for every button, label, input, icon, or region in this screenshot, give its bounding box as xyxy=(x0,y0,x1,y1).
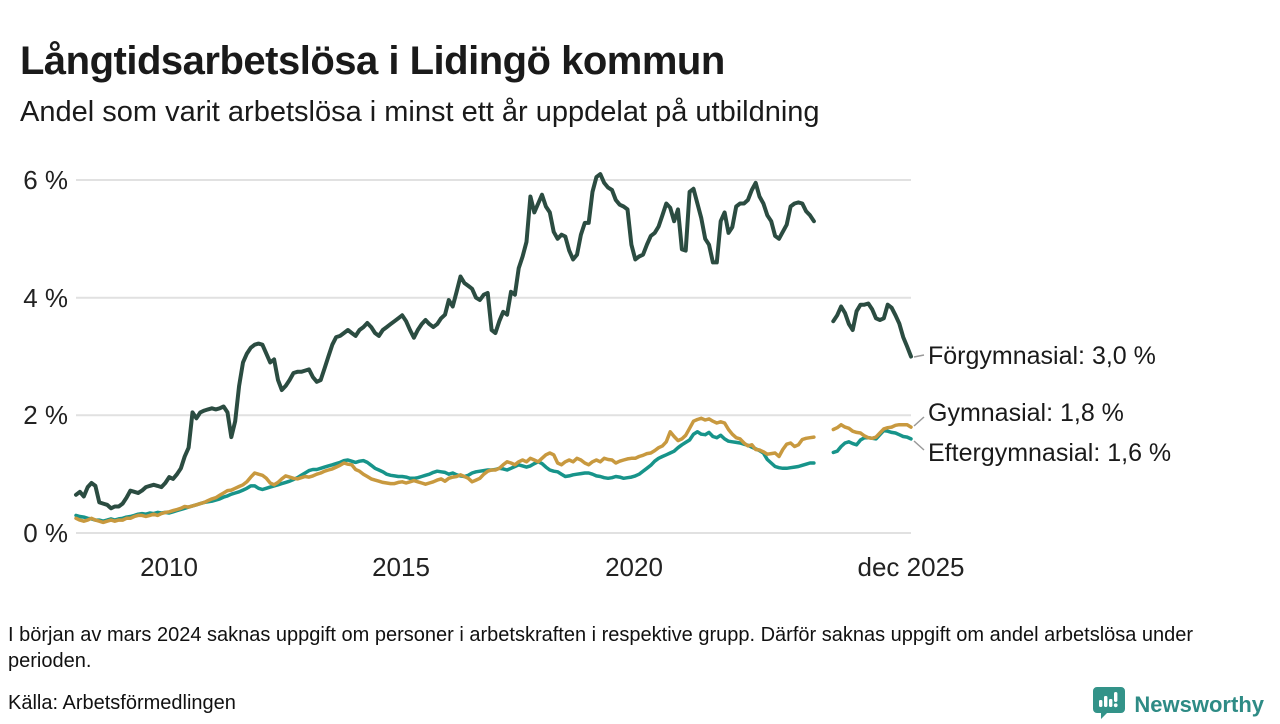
footnote: I början av mars 2024 saknas uppgift om … xyxy=(8,624,1194,672)
page-title: Långtidsarbetslösa i Lidingö kommun xyxy=(20,38,725,83)
y-tick-2: 2 % xyxy=(23,400,68,430)
end-label-forgymnasial: Förgymnasial: 3,0 % xyxy=(928,342,1156,370)
x-tick-2010: 2010 xyxy=(140,552,198,582)
source-line: Källa: Arbetsförmedlingen xyxy=(8,692,236,714)
y-tick-4: 4 % xyxy=(23,283,68,313)
gridlines xyxy=(76,179,911,534)
x-tick-2020: 2020 xyxy=(605,552,663,582)
end-label-gymnasial: Gymnasial: 1,8 % xyxy=(928,399,1124,427)
page-subtitle: Andel som varit arbetslösa i minst ett å… xyxy=(20,96,820,128)
label-connectors xyxy=(913,354,925,451)
series-layer xyxy=(74,172,913,525)
x-tick-2015: 2015 xyxy=(372,552,430,582)
end-label-eftergymnasial: Eftergymnasial: 1,6 % xyxy=(928,439,1171,467)
connector-forgymnasial xyxy=(913,354,925,358)
y-axis: 0 % 2 % 4 % 6 % xyxy=(23,165,68,548)
newsworthy-logo-text: Newsworthy xyxy=(1134,692,1264,717)
y-tick-6: 6 % xyxy=(23,165,68,195)
line-gymnasial xyxy=(74,416,913,525)
y-tick-0: 0 % xyxy=(23,518,68,548)
connector-gymnasial xyxy=(913,416,925,427)
speech-bubble-bar-chart-icon xyxy=(1093,687,1126,719)
newsworthy-brand: Newsworthy xyxy=(1092,686,1264,724)
chart-svg: 0 % 2 % 4 % 6 % 2010 2015 2020 dec 2025 … xyxy=(23,165,1171,582)
connector-eftergymnasial xyxy=(913,440,925,451)
line-forgymnasial xyxy=(74,172,913,511)
x-axis: 2010 2015 2020 dec 2025 xyxy=(140,552,964,582)
x-tick-dec2025: dec 2025 xyxy=(858,552,965,582)
end-labels: Förgymnasial: 3,0 % Gymnasial: 1,8 % Eft… xyxy=(928,342,1171,467)
newsworthy-logo-icon xyxy=(1092,686,1126,724)
line-chart: 0 % 2 % 4 % 6 % 2010 2015 2020 dec 2025 … xyxy=(0,140,1280,600)
